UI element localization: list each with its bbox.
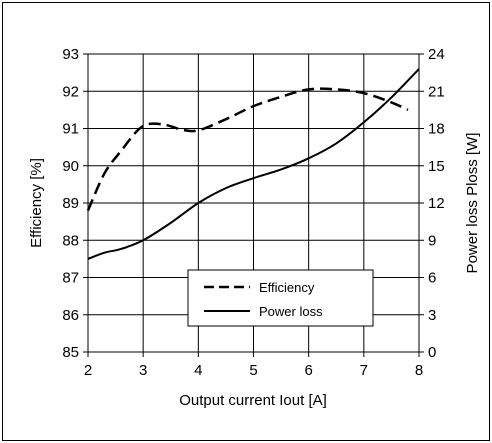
x-tick-label: 4 (194, 362, 202, 379)
legend: Efficiency Power loss (187, 269, 374, 327)
x-tick-label: 5 (249, 362, 257, 379)
x-tick-label: 8 (415, 362, 423, 379)
x-axis-title: Output current Iout [A] (179, 392, 327, 409)
y-axis-title-right: Power loss Ploss [W] (464, 133, 481, 274)
y-tick-label-left: 86 (62, 307, 79, 324)
y-tick-label-right: 21 (428, 83, 445, 100)
y-tick-label-right: 0 (428, 344, 436, 361)
y-tick-label-left: 90 (62, 158, 79, 175)
y-tick-label-left: 91 (62, 121, 79, 138)
legend-label-power-loss: Power loss (259, 304, 323, 319)
y-axis-title-left: Efficiency [%] (28, 158, 45, 248)
y-tick-label-right: 24 (428, 46, 445, 63)
x-tick-label: 2 (84, 362, 92, 379)
x-tick-label: 7 (360, 362, 368, 379)
y-tick-label-right: 9 (428, 232, 436, 249)
tick-labels: 2 3 4 5 6 7 8 85 86 87 88 89 90 91 92 93 0 3 6 9 12 15 18 21 24 (62, 46, 444, 379)
legend-label-efficiency: Efficiency (259, 280, 315, 295)
y-tick-label-right: 3 (428, 307, 436, 324)
series-line-power-loss (87, 68, 420, 260)
x-tick-label: 6 (304, 362, 312, 379)
y-tick-label-left: 92 (62, 83, 79, 100)
y-tick-label-right: 12 (428, 195, 445, 212)
y-tick-label-right: 6 (428, 270, 436, 287)
series-layer (86, 68, 420, 260)
y-tick-label-left: 89 (62, 195, 79, 212)
y-tick-label-right: 18 (428, 121, 445, 138)
y-tick-label-left: 88 (62, 232, 79, 249)
series-line-efficiency (86, 87, 409, 211)
x-tick-label: 3 (139, 362, 147, 379)
y-tick-label-right: 15 (428, 158, 445, 175)
y-tick-label-left: 85 (62, 344, 79, 361)
legend-box (187, 269, 374, 327)
y-tick-label-left: 93 (62, 46, 79, 63)
y-tick-label-left: 87 (62, 270, 79, 287)
